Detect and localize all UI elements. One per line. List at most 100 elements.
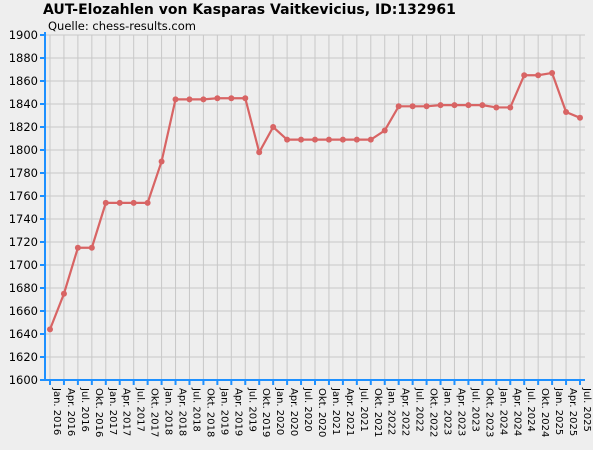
x-tick-label: Apr. 2016 — [65, 388, 76, 436]
x-tick-label: Jan. 2023 — [442, 387, 453, 435]
x-tick-label: Jul. 2025 — [581, 387, 592, 432]
chart-subtitle: Quelle: chess-results.com — [48, 19, 196, 33]
data-point — [228, 95, 235, 102]
x-tick-label: Jul. 2023 — [469, 387, 480, 432]
data-point — [549, 69, 556, 76]
y-tick-label: 1840 — [9, 97, 38, 111]
data-point — [60, 290, 67, 297]
x-tick-label: Apr. 2024 — [511, 388, 522, 436]
y-tick-label: 1660 — [9, 304, 38, 318]
x-tick-label: Jan. 2018 — [163, 387, 174, 435]
data-point — [325, 136, 332, 143]
x-tick-label: Jan. 2017 — [107, 387, 118, 435]
data-point — [47, 326, 53, 333]
x-tick-label: Okt. 2023 — [483, 388, 494, 437]
y-tick-label: 1860 — [9, 74, 38, 88]
x-tick-label: Jul. 2024 — [525, 387, 536, 432]
y-tick-label: 1820 — [9, 120, 38, 134]
y-tick-label: 1900 — [9, 28, 38, 42]
x-tick-label: Apr. 2017 — [121, 388, 132, 436]
y-tick-label: 1720 — [9, 235, 38, 249]
x-tick-label: Jan. 2025 — [553, 387, 564, 435]
x-tick-label: Apr. 2018 — [177, 388, 188, 436]
y-tick-label: 1620 — [9, 350, 38, 364]
x-tick-label: Okt. 2019 — [260, 388, 271, 437]
data-point — [214, 95, 221, 102]
data-point — [409, 103, 416, 110]
data-point — [74, 244, 81, 251]
x-tick-label: Okt. 2021 — [372, 388, 383, 437]
x-tick-label: Jul. 2021 — [358, 387, 369, 432]
chart-title: AUT-Elozahlen von Kasparas Vaitkevicius,… — [43, 2, 456, 18]
data-point — [172, 96, 179, 103]
data-point — [102, 199, 109, 206]
x-tick-label: Jan. 2021 — [330, 387, 341, 435]
label-layer: 1600 1620 1640 1660 1680 1700 1720 1740 1760 1780… — [9, 28, 592, 437]
data-point — [256, 149, 263, 156]
x-tick-label: Okt. 2017 — [149, 388, 160, 437]
x-tick-label: Jul. 2016 — [79, 387, 90, 432]
y-tick-label: 1880 — [9, 51, 38, 65]
data-point — [116, 199, 123, 206]
data-point — [493, 104, 500, 111]
data-point — [479, 102, 486, 109]
data-point — [437, 102, 444, 109]
data-point — [130, 199, 137, 206]
data-point — [395, 103, 402, 110]
data-point — [381, 127, 388, 134]
data-point — [186, 96, 193, 103]
x-tick-label: Apr. 2019 — [232, 388, 243, 436]
data-point — [423, 103, 430, 110]
data-point — [88, 244, 95, 251]
x-tick-label: Jul. 2019 — [246, 387, 257, 432]
x-tick-label: Okt. 2024 — [539, 388, 550, 437]
data-point — [242, 95, 249, 102]
x-tick-label: Jul. 2018 — [190, 387, 201, 432]
data-point — [521, 72, 528, 79]
x-tick-label: Jan. 2016 — [51, 387, 62, 435]
y-tick-label: 1680 — [9, 281, 38, 295]
y-tick-label: 1740 — [9, 212, 38, 226]
x-tick-label: Jul. 2017 — [135, 387, 146, 432]
x-tick-label: Apr. 2020 — [288, 388, 299, 436]
x-tick-label: Okt. 2018 — [204, 388, 215, 437]
y-tick-label: 1780 — [9, 166, 38, 180]
x-tick-label: Apr. 2021 — [344, 388, 355, 436]
x-tick-label: Jan. 2019 — [218, 387, 229, 435]
data-point — [451, 102, 458, 109]
y-tick-label: 1640 — [9, 327, 38, 341]
data-point — [563, 109, 570, 116]
axis-layer — [40, 32, 585, 385]
y-tick-label: 1800 — [9, 143, 38, 157]
x-tick-label: Jul. 2020 — [302, 387, 313, 432]
series-layer — [47, 69, 583, 333]
data-point — [367, 136, 374, 143]
data-point — [284, 136, 291, 143]
x-tick-label: Jan. 2022 — [386, 387, 397, 435]
x-tick-label: Jan. 2020 — [274, 387, 285, 435]
y-tick-label: 1700 — [9, 258, 38, 272]
data-point — [465, 102, 472, 109]
data-point — [298, 136, 305, 143]
data-point — [507, 104, 514, 111]
x-tick-label: Jan. 2024 — [497, 387, 508, 435]
grid-layer — [45, 34, 585, 381]
data-point — [144, 199, 151, 206]
data-point — [577, 114, 583, 121]
x-tick-label: Apr. 2025 — [567, 388, 578, 436]
y-tick-label: 1600 — [9, 373, 38, 387]
data-point — [312, 136, 318, 143]
data-point — [535, 72, 542, 79]
x-tick-label: Okt. 2016 — [93, 388, 104, 437]
data-point — [353, 136, 360, 143]
x-tick-label: Apr. 2022 — [400, 388, 411, 436]
data-point — [270, 124, 277, 130]
x-tick-label: Apr. 2023 — [455, 388, 466, 436]
data-point — [200, 96, 207, 103]
x-tick-label: Jul. 2022 — [414, 387, 425, 432]
data-point — [339, 136, 346, 143]
x-tick-label: Okt. 2022 — [428, 388, 439, 437]
x-tick-label: Okt. 2020 — [316, 388, 327, 437]
